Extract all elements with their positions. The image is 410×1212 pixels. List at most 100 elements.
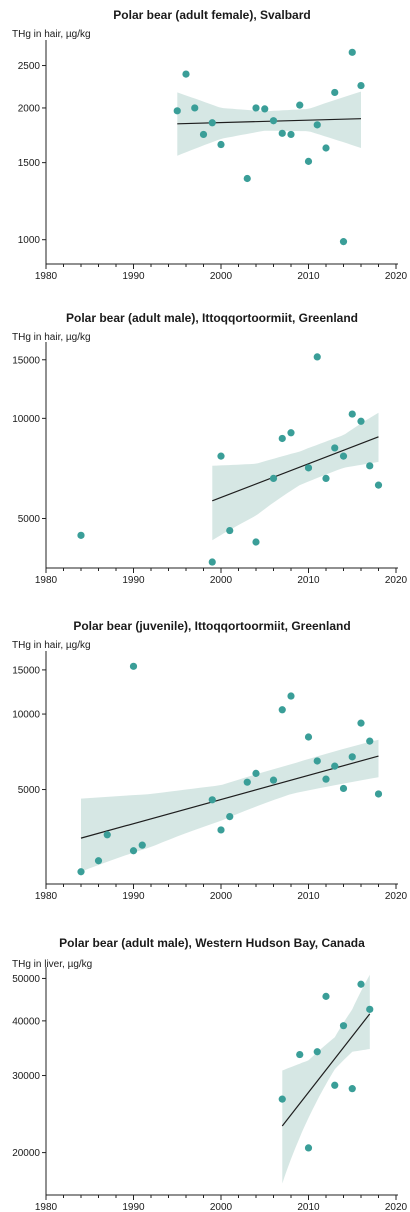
data-point bbox=[296, 101, 304, 109]
data-point bbox=[331, 1081, 339, 1089]
data-point bbox=[287, 130, 295, 139]
data-point bbox=[217, 452, 225, 460]
y-tick-label: 50000 bbox=[12, 974, 40, 985]
data-point bbox=[366, 462, 374, 470]
data-point bbox=[339, 238, 348, 246]
data-point bbox=[287, 429, 295, 437]
data-point bbox=[278, 434, 286, 443]
chart-panel-2: Polar bear (adult male), Ittoqqortoormii… bbox=[0, 300, 410, 605]
data-point bbox=[331, 762, 339, 770]
data-point bbox=[243, 174, 251, 183]
data-point bbox=[348, 48, 356, 56]
data-point bbox=[322, 992, 330, 1000]
data-point bbox=[217, 140, 225, 149]
y-tick-label: 5000 bbox=[18, 514, 41, 525]
x-tick-label: 1990 bbox=[122, 1202, 145, 1212]
data-point bbox=[339, 784, 348, 793]
trend-line bbox=[177, 118, 362, 125]
data-point bbox=[322, 775, 330, 783]
x-tick-label: 1980 bbox=[35, 271, 58, 282]
y-tick-label: 10000 bbox=[12, 414, 40, 425]
trend-line bbox=[80, 755, 379, 839]
data-point bbox=[252, 104, 260, 112]
chart-svg-2: Polar bear (adult male), Ittoqqortoormii… bbox=[12, 311, 408, 586]
data-point bbox=[304, 464, 313, 472]
x-tick-label: 1990 bbox=[122, 575, 145, 586]
data-point bbox=[331, 444, 339, 452]
x-tick-label: 1980 bbox=[35, 575, 58, 586]
chart-title: Polar bear (juvenile), Ittoqqortoormiit,… bbox=[73, 619, 350, 633]
data-point bbox=[357, 81, 365, 90]
x-tick-label: 2000 bbox=[210, 271, 233, 282]
x-tick-label: 2010 bbox=[297, 1202, 320, 1212]
data-point bbox=[322, 474, 330, 482]
data-point bbox=[304, 157, 313, 165]
plot-area: 5000 10000 15000 1980 1990 2000 2010 2020 bbox=[12, 651, 408, 902]
data-point bbox=[208, 796, 216, 804]
data-point bbox=[226, 812, 234, 821]
data-point bbox=[191, 104, 199, 112]
y-axis-label: THg in liver, µg/kg bbox=[12, 959, 92, 970]
data-point bbox=[252, 769, 260, 777]
data-point bbox=[77, 531, 85, 539]
data-point bbox=[278, 1095, 286, 1103]
y-tick-label: 10000 bbox=[12, 710, 40, 721]
y-tick-label: 1000 bbox=[18, 235, 41, 246]
chart-title: Polar bear (adult male), Ittoqqortoormii… bbox=[66, 311, 358, 325]
data-point bbox=[138, 841, 146, 849]
chart-title: Polar bear (adult male), Western Hudson … bbox=[59, 936, 365, 950]
confidence-band bbox=[282, 974, 370, 1184]
chart-svg-3: Polar bear (juvenile), Ittoqqortoormiit,… bbox=[12, 619, 408, 902]
data-point bbox=[261, 105, 269, 113]
x-tick-label: 2000 bbox=[210, 891, 233, 902]
data-point bbox=[348, 753, 356, 761]
y-tick-label: 40000 bbox=[12, 1016, 40, 1027]
chart-title: Polar bear (adult female), Svalbard bbox=[113, 8, 310, 22]
data-point bbox=[322, 144, 330, 152]
data-point bbox=[243, 778, 251, 786]
data-point bbox=[94, 857, 103, 865]
data-point bbox=[304, 1144, 313, 1152]
data-point bbox=[296, 1050, 304, 1059]
data-point bbox=[313, 757, 321, 765]
data-point bbox=[313, 353, 321, 361]
data-point bbox=[304, 733, 313, 741]
plot-area: 5000 10000 15000 1980 1990 2000 2010 2020 bbox=[12, 342, 408, 586]
data-point bbox=[374, 481, 383, 489]
data-point bbox=[269, 474, 278, 482]
y-axis-label: THg in hair, µg/kg bbox=[12, 332, 91, 343]
data-point bbox=[208, 119, 216, 127]
data-point bbox=[348, 410, 356, 418]
x-tick-label: 2010 bbox=[297, 891, 320, 902]
x-tick-label: 2020 bbox=[385, 271, 408, 282]
data-point bbox=[208, 558, 216, 566]
y-tick-label: 30000 bbox=[12, 1071, 40, 1082]
data-point bbox=[278, 706, 286, 714]
plot-area: 20000 30000 40000 50000 1980 1990 2000 2010 2020 bbox=[12, 967, 408, 1212]
data-point bbox=[103, 831, 111, 839]
data-point bbox=[226, 526, 234, 535]
data-point bbox=[269, 117, 278, 125]
trend-line bbox=[212, 436, 379, 502]
data-point bbox=[278, 129, 286, 137]
x-tick-label: 2020 bbox=[385, 575, 408, 586]
x-tick-label: 2020 bbox=[385, 891, 408, 902]
y-tick-label: 2500 bbox=[18, 61, 41, 72]
data-point bbox=[339, 1022, 348, 1030]
data-point bbox=[366, 1005, 374, 1013]
data-point bbox=[269, 776, 278, 784]
data-point bbox=[357, 980, 365, 988]
chart-panel-4: Polar bear (adult male), Western Hudson … bbox=[0, 915, 410, 1212]
data-point bbox=[287, 692, 295, 700]
x-tick-label: 2010 bbox=[297, 271, 320, 282]
x-tick-label: 1980 bbox=[35, 891, 58, 902]
x-tick-label: 1990 bbox=[122, 891, 145, 902]
data-point bbox=[366, 737, 374, 745]
data-point bbox=[252, 538, 260, 546]
confidence-band bbox=[177, 91, 361, 156]
data-point bbox=[313, 1048, 321, 1056]
trend-line bbox=[281, 1013, 371, 1127]
data-point bbox=[331, 88, 339, 97]
data-point bbox=[339, 452, 348, 460]
x-tick-label: 2010 bbox=[297, 575, 320, 586]
